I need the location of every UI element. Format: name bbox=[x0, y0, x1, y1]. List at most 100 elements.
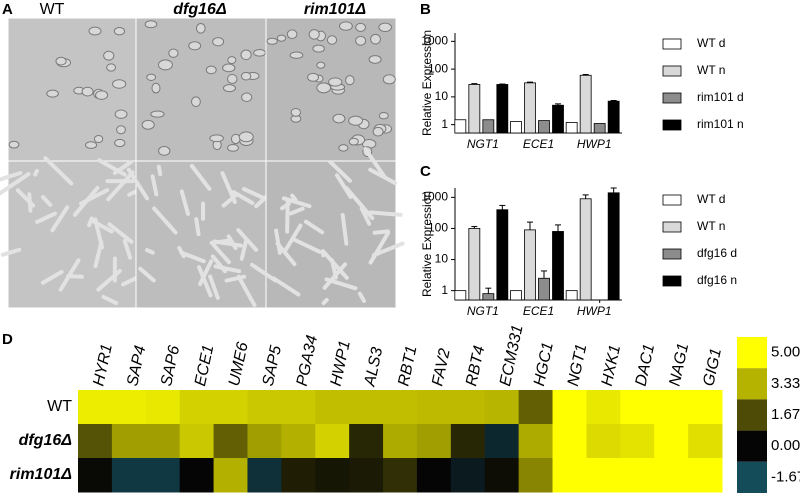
heatmap-cell bbox=[349, 390, 384, 425]
y-tick-label: 1 bbox=[441, 283, 448, 297]
panel-label: A bbox=[2, 1, 13, 18]
column-label: SAP6 bbox=[158, 344, 183, 388]
hypha bbox=[239, 239, 248, 261]
cell bbox=[378, 111, 389, 120]
hypha bbox=[107, 222, 134, 244]
heatmap-cell bbox=[484, 458, 520, 493]
colorbar-block bbox=[737, 430, 767, 462]
bar bbox=[524, 229, 536, 301]
hypha bbox=[274, 228, 282, 255]
cell bbox=[188, 41, 202, 51]
heatmap-cell bbox=[111, 458, 147, 493]
hypha bbox=[283, 223, 303, 253]
cell bbox=[339, 21, 353, 31]
hypha bbox=[35, 211, 58, 224]
heatmap-cell bbox=[315, 390, 350, 425]
column-label: HXK1 bbox=[599, 343, 624, 387]
error-bar bbox=[471, 83, 478, 85]
heatmap-cell bbox=[247, 424, 282, 459]
error-bar bbox=[541, 270, 547, 279]
heatmap-cell bbox=[315, 458, 350, 493]
heatmap-cell bbox=[552, 458, 587, 493]
cell bbox=[205, 65, 217, 75]
row-label: rim101Δ bbox=[10, 466, 73, 483]
heatmap-cell bbox=[654, 390, 689, 425]
heatmap-cell bbox=[78, 390, 113, 425]
bar bbox=[538, 120, 550, 134]
colorbar-label: 3.33 bbox=[771, 375, 800, 392]
heatmap-cell bbox=[281, 390, 316, 425]
heatmap-cell bbox=[383, 424, 418, 459]
colorbar-block bbox=[737, 399, 767, 431]
bar bbox=[607, 100, 620, 134]
cell bbox=[253, 49, 266, 57]
column-label: HWP1 bbox=[328, 339, 354, 388]
row-label: dfg16Δ bbox=[19, 432, 73, 449]
x-tick-label: ECE1 bbox=[523, 137, 554, 151]
error-bar bbox=[610, 100, 617, 102]
bar bbox=[482, 119, 495, 134]
cell bbox=[276, 34, 287, 42]
column-label: SAP4 bbox=[124, 344, 149, 388]
legend-swatch bbox=[662, 221, 682, 233]
cell bbox=[46, 89, 59, 98]
y-tick-label: 1 bbox=[441, 117, 448, 131]
hypha bbox=[303, 219, 325, 235]
heatmap-cell bbox=[552, 390, 587, 425]
hypha bbox=[271, 276, 301, 297]
cell bbox=[113, 27, 126, 36]
hypha bbox=[236, 274, 257, 307]
cell bbox=[230, 133, 241, 145]
bar bbox=[510, 290, 522, 301]
cell bbox=[332, 113, 346, 124]
heatmap-cell bbox=[450, 390, 486, 425]
column-label: NAG1 bbox=[667, 342, 693, 388]
colorbar-block bbox=[737, 461, 767, 493]
heatmap-cell bbox=[383, 390, 418, 425]
cell bbox=[150, 110, 165, 118]
error-bar bbox=[527, 81, 533, 83]
cell bbox=[81, 86, 94, 97]
error-bar bbox=[555, 224, 561, 232]
heatmap-cell bbox=[349, 458, 384, 493]
y-tick-label: 10 bbox=[435, 89, 449, 103]
x-tick-label: ECE1 bbox=[523, 304, 554, 318]
hypha bbox=[213, 264, 242, 274]
hypha bbox=[145, 248, 155, 255]
heatmap-cell bbox=[654, 458, 689, 493]
heatmap-cell bbox=[654, 424, 689, 459]
cell bbox=[88, 26, 102, 36]
error-bar bbox=[582, 194, 589, 199]
hypha bbox=[0, 247, 22, 257]
cell bbox=[227, 74, 238, 84]
panel-label: D bbox=[2, 331, 13, 348]
cell bbox=[55, 56, 67, 66]
heatmap-cell bbox=[145, 424, 181, 459]
hypha bbox=[179, 189, 190, 216]
cell bbox=[308, 29, 320, 40]
hypha bbox=[0, 172, 31, 196]
micrograph bbox=[7, 160, 137, 309]
heatmap-cell bbox=[247, 458, 282, 493]
bar bbox=[565, 122, 578, 134]
cell bbox=[240, 71, 252, 81]
bar bbox=[454, 119, 467, 134]
heatmap-cell bbox=[213, 390, 248, 425]
bar bbox=[468, 228, 481, 301]
heatmap-cell bbox=[416, 424, 452, 459]
legend-label: WT n bbox=[697, 63, 725, 77]
bar bbox=[496, 84, 509, 134]
heatmap-cell bbox=[688, 424, 723, 459]
legend-label: rim101 n bbox=[697, 117, 744, 131]
cell bbox=[146, 73, 157, 81]
cell bbox=[8, 140, 20, 149]
cell bbox=[370, 33, 381, 45]
hypha bbox=[290, 237, 322, 254]
cell bbox=[158, 146, 171, 156]
micrograph bbox=[7, 17, 137, 162]
column-label: RBT1 bbox=[395, 344, 420, 388]
heatmap-cell bbox=[247, 390, 282, 425]
heatmap-cell bbox=[450, 458, 486, 493]
column-label: DAC1 bbox=[633, 342, 659, 387]
cell bbox=[312, 44, 325, 53]
